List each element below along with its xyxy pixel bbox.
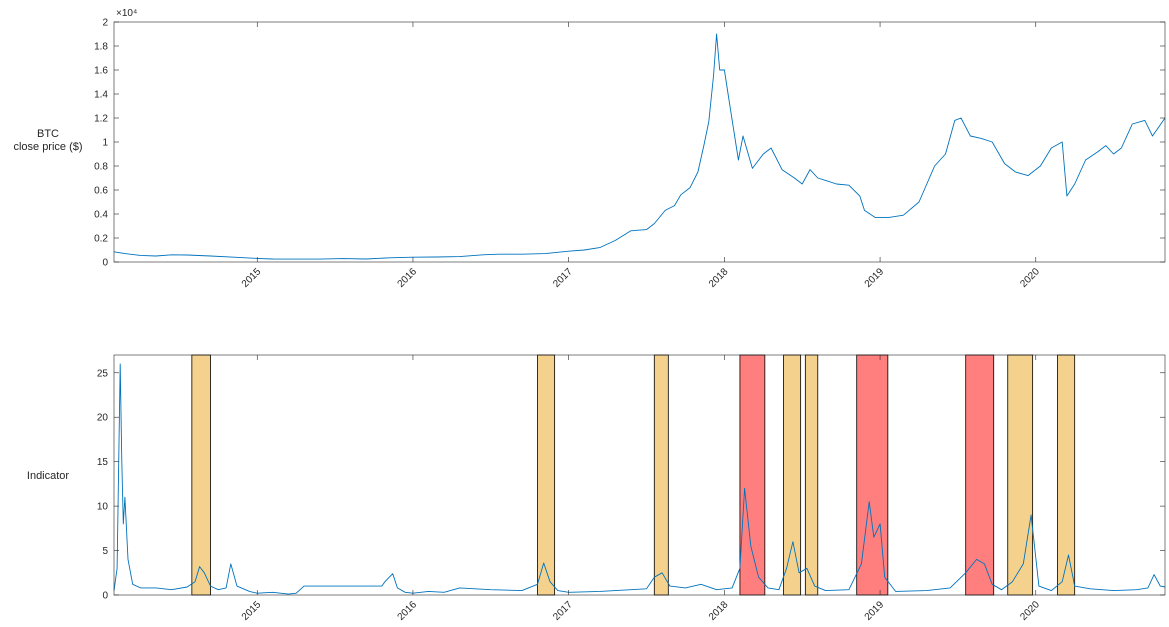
y-tick-label: 1.6	[94, 66, 108, 77]
y-tick-label: 1.2	[94, 114, 108, 125]
x-tick-label: 2017	[551, 266, 575, 290]
x-tick-label: 2019	[863, 266, 887, 290]
y-tick-label: 0	[102, 258, 108, 269]
y-axis-label: BTC	[37, 128, 59, 140]
y-tick-label: 1.4	[94, 90, 108, 101]
y-tick-label: 20	[97, 413, 109, 424]
y-tick-label: 0.8	[94, 162, 108, 173]
highlight-region-9	[1007, 354, 1034, 596]
highlight-region-5	[783, 354, 802, 596]
highlight-region-10	[1057, 354, 1076, 596]
chart-panel-1: 0 0.2 0.4 0.6 0.8 1 1.2 1.4 1.6 1.8 2 2015 2016 2017 2…	[13, 8, 1166, 290]
y-tick-label: 25	[97, 368, 109, 379]
highlight-region-3	[653, 354, 669, 596]
data-line-1	[113, 33, 1166, 260]
x-tick-label: 2015	[240, 266, 264, 290]
y-tick-label: 0.6	[94, 186, 108, 197]
axes-frame	[113, 354, 1166, 596]
x-tick-label: 2019	[863, 599, 887, 623]
y-tick-label: 2	[102, 18, 108, 29]
y-axis-label: close price ($)	[13, 141, 82, 153]
y-tick-label: 15	[97, 457, 109, 468]
x-tick-label: 2018	[707, 266, 731, 290]
x-tick-label: 2016	[396, 266, 420, 290]
axes-frame	[113, 21, 1166, 263]
x-tick-label: 2020	[1018, 599, 1042, 623]
x-tick-label: 2015	[240, 599, 264, 623]
highlight-region-8	[965, 354, 995, 596]
highlight-region-2	[537, 354, 556, 596]
y-exponent-label: ×10⁴	[116, 8, 137, 19]
x-tick-label: 2016	[396, 599, 420, 623]
highlight-region-1	[191, 354, 211, 596]
data-line-1	[113, 363, 1166, 595]
y-axis-label: Indicator	[27, 470, 70, 482]
x-tick-label: 2018	[707, 599, 731, 623]
y-tick-label: 10	[97, 502, 109, 513]
y-tick-label: 1.8	[94, 42, 108, 53]
y-tick-label: 5	[102, 546, 108, 557]
y-tick-label: 1	[102, 138, 108, 149]
x-tick-label: 2017	[551, 599, 575, 623]
highlight-region-4	[739, 354, 766, 596]
y-tick-label: 0.2	[94, 234, 108, 245]
y-tick-label: 0	[102, 591, 108, 602]
x-tick-label: 2020	[1018, 266, 1042, 290]
chart-panel-2: 0 5 10 15 20 25 2015 2016 2017 2018 2019 2020 Indica…	[27, 354, 1166, 623]
highlight-region-6	[804, 354, 819, 596]
y-tick-label: 0.4	[94, 210, 108, 221]
